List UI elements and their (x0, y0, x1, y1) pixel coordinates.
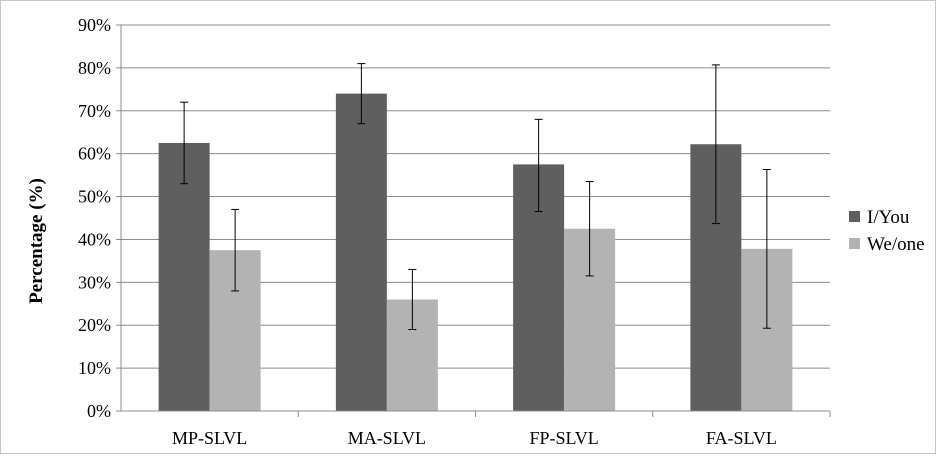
y-tick-label: 90% (78, 15, 111, 35)
legend-swatch (849, 238, 860, 249)
y-tick-label: 50% (78, 187, 111, 207)
error-bars (180, 63, 771, 331)
x-tick-label: FA-SLVL (706, 428, 777, 448)
y-tick-label: 40% (78, 229, 111, 249)
y-tick-label: 10% (78, 358, 111, 378)
y-tick-label: 0% (87, 401, 111, 421)
y-tick-label: 70% (78, 101, 111, 121)
bar-i-you-mp-slvl (158, 142, 210, 411)
legend-swatch (849, 211, 860, 222)
x-tick-labels: MP-SLVL MA-SLVL FP-SLVL FA-SLVL (172, 428, 777, 448)
bar-i-you-ma-slvl (335, 93, 387, 411)
y-tick-label: 30% (78, 272, 111, 292)
bars (158, 93, 793, 411)
y-tick-label: 60% (78, 144, 111, 164)
x-tick-label: MA-SLVL (348, 428, 426, 448)
y-tick-labels: 0% 10% 20% 30% 40% 50% 60% 70% 80% 90% (78, 15, 111, 421)
y-tick-label: 80% (78, 58, 111, 78)
y-axis-label: Percentage (%) (26, 178, 47, 304)
y-tick-label: 20% (78, 315, 111, 335)
x-tick-label: FP-SLVL (529, 428, 598, 448)
legend: I/You We/one (849, 207, 925, 255)
legend-label: I/You (867, 207, 910, 228)
x-tick-label: MP-SLVL (172, 428, 247, 448)
axes (116, 24, 831, 417)
legend-label: We/one (867, 234, 925, 255)
